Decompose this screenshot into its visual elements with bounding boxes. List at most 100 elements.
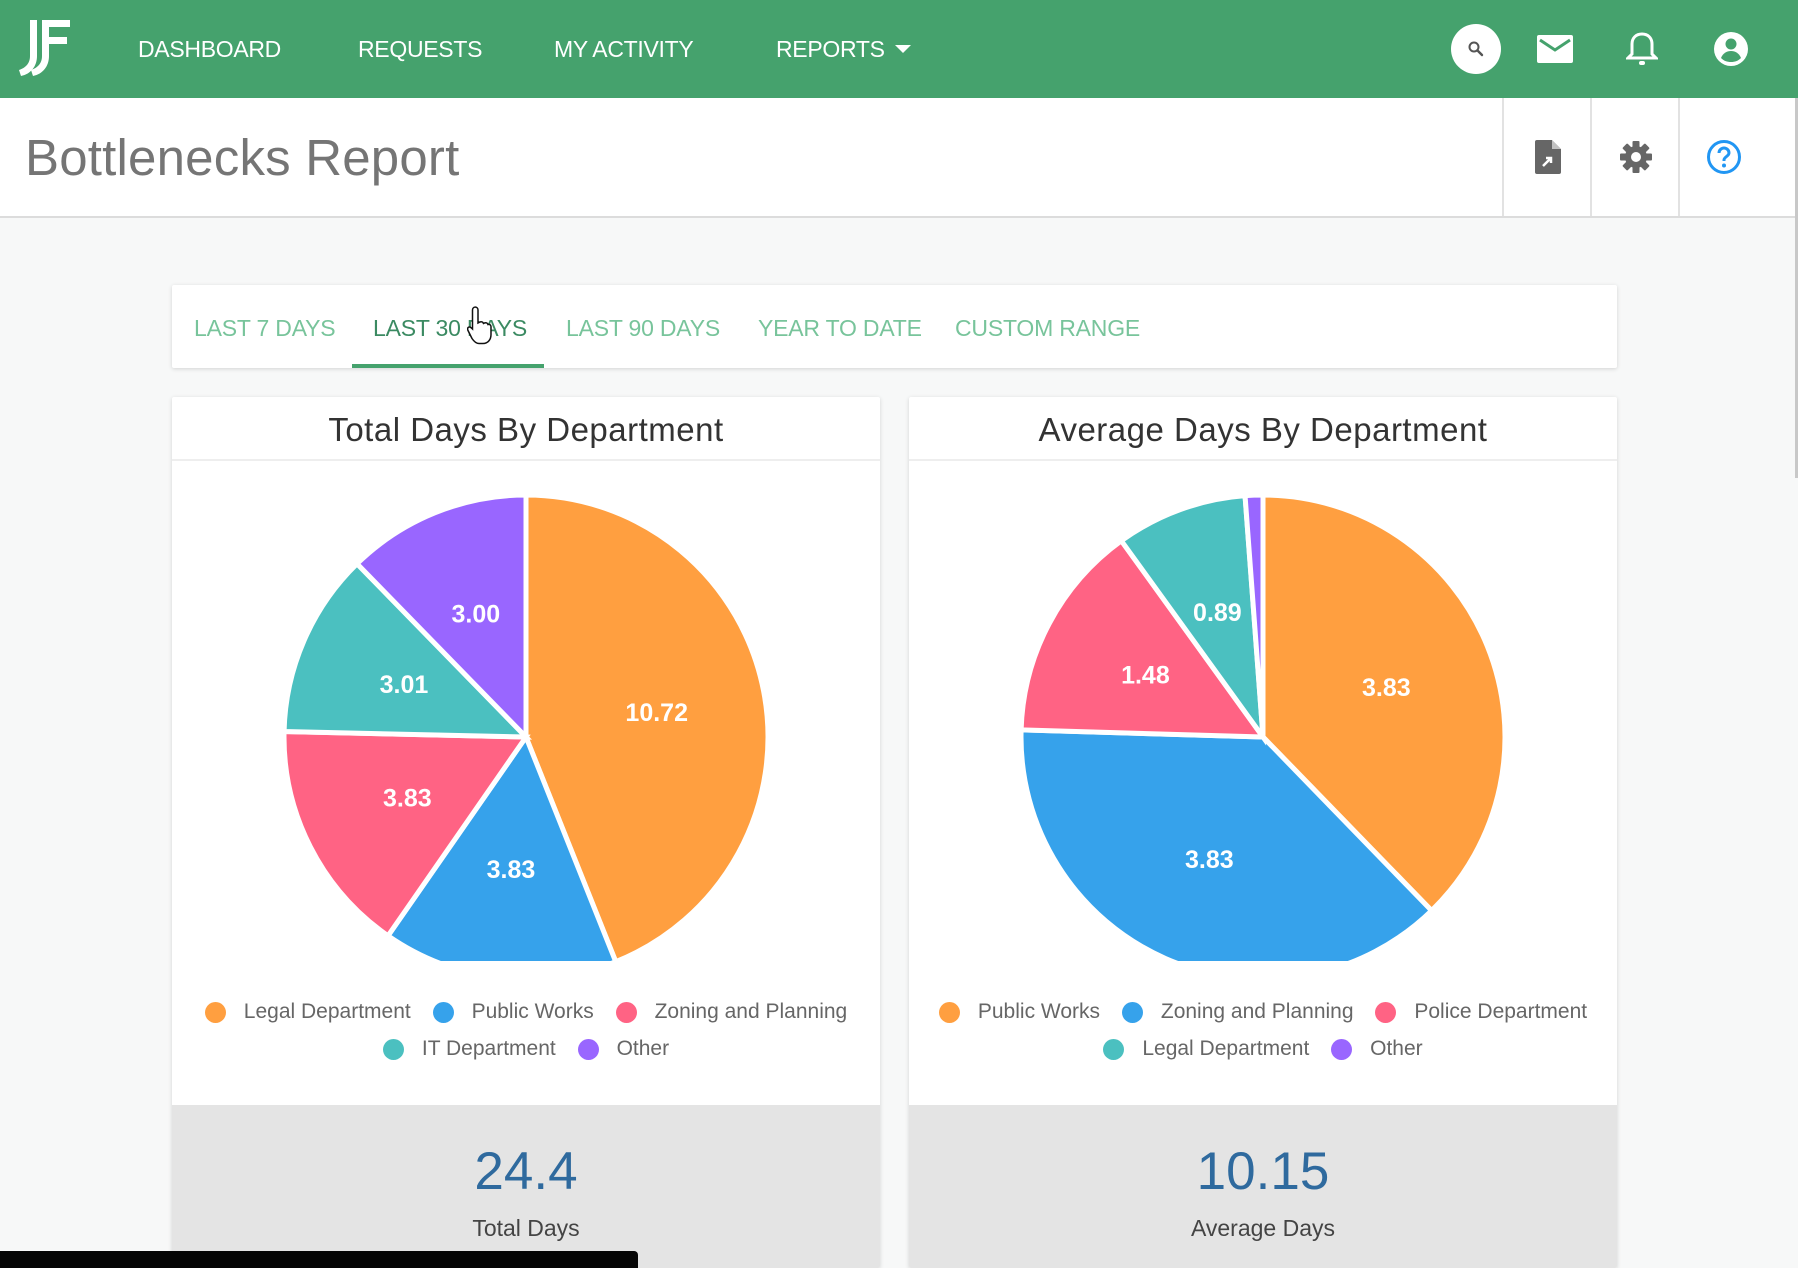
chart-title: Total Days By Department (328, 411, 724, 448)
pie-data-label: 3.83 (383, 784, 432, 812)
nav-dashboard[interactable]: DASHBOARD (138, 36, 281, 62)
legend-label: Other (616, 1037, 670, 1060)
settings-button[interactable] (1590, 98, 1679, 216)
legend-label: Public Works (977, 1000, 1101, 1023)
page-header: Bottlenecks Report (0, 98, 1795, 218)
legend-label: Legal Department (243, 1000, 411, 1023)
tab-last-7-days[interactable]: LAST 7 DAYS (194, 315, 336, 341)
pie-slice-it-department[interactable] (281, 560, 533, 740)
jf-logo[interactable] (14, 16, 76, 80)
legend-item[interactable]: Legal Department (204, 1000, 411, 1024)
nav-reports[interactable]: REPORTS (776, 36, 911, 63)
legend-item[interactable]: Police Department (1375, 1000, 1587, 1024)
export-file-icon (1534, 140, 1561, 174)
top-nav-bar: DASHBOARD REQUESTS MY ACTIVITY REPORTS (0, 0, 1798, 98)
date-range-tabs: LAST 7 DAYS LAST 30 DAYS LAST 90 DAYS YE… (172, 285, 1617, 368)
average-days-pie-chart: 3.83 3.83 1.48 0.89 (1018, 492, 1508, 961)
legend-item[interactable]: Legal Department (1103, 1037, 1309, 1061)
legend-label: Police Department (1414, 1000, 1588, 1023)
pie-data-label: 3.83 (1362, 674, 1411, 702)
help-icon (1706, 140, 1741, 174)
legend-label: Legal Department (1142, 1037, 1310, 1060)
tab-last-90-days[interactable]: LAST 90 DAYS (566, 315, 720, 341)
legend-item[interactable]: Other (577, 1037, 670, 1061)
help-button[interactable] (1678, 98, 1767, 216)
tab-custom-range[interactable]: CUSTOM RANGE (955, 315, 1141, 341)
account-button[interactable] (1706, 24, 1756, 74)
pie-data-label: 3.83 (487, 856, 536, 884)
mail-icon (1537, 35, 1573, 63)
legend-label: Public Works (471, 1000, 594, 1023)
total-days-value: 24.4 (474, 1142, 578, 1201)
nav-reports-label: REPORTS (776, 36, 885, 62)
total-days-card: Total Days By Department 10.72 3.83 3.83 3.… (172, 397, 880, 1268)
pie-slice-public-works[interactable] (1260, 492, 1508, 915)
nav-my-activity[interactable]: MY ACTIVITY (554, 36, 694, 62)
legend-label: IT Department (421, 1037, 556, 1060)
pie-slice-police-department[interactable] (1018, 537, 1268, 740)
search-button[interactable] (1451, 24, 1501, 74)
legend-item[interactable]: Zoning and Planning (615, 1000, 848, 1024)
legend-dot (432, 1001, 454, 1023)
tab-year-to-date[interactable]: YEAR TO DATE (758, 315, 922, 341)
pie-slice-legal-department[interactable] (523, 492, 771, 961)
legend-label: Zoning and Planning (654, 1000, 848, 1023)
legend-dot (204, 1001, 226, 1023)
pie-data-label: 3.00 (452, 601, 501, 629)
legend-dot (1103, 1038, 1125, 1060)
page-scrollbar[interactable] (1795, 98, 1798, 478)
average-days-label: Average Days (1190, 1215, 1336, 1241)
pie-slice-zoning-and-planning[interactable] (281, 728, 531, 940)
legend-item[interactable]: Public Works (432, 1000, 594, 1024)
page-title: Bottlenecks Report (25, 129, 460, 186)
total-days-label: Total Days (472, 1215, 580, 1241)
legend-item[interactable]: Other (1331, 1037, 1423, 1061)
pie-slice-public-works[interactable] (384, 731, 619, 961)
summary-footer: 24.4 Total Days (172, 1105, 880, 1268)
caret-down-icon (894, 44, 911, 53)
legend-dot (382, 1038, 404, 1060)
average-days-value: 10.15 (1196, 1142, 1330, 1201)
pie-slice-other[interactable] (1242, 492, 1266, 738)
pie-slice-zoning-and-planning[interactable] (1018, 727, 1436, 961)
chart-legend-row-1: Public Works Zoning and Planning Police … (909, 1000, 1617, 1029)
search-icon (1468, 41, 1484, 57)
pie-data-label: 1.48 (1121, 662, 1170, 690)
chart-title: Average Days By Department (1038, 411, 1488, 448)
legend-dot (577, 1038, 599, 1060)
summary-footer: 10.15 Average Days (909, 1105, 1617, 1268)
bell-icon (1626, 32, 1658, 65)
chart-legend-row-1: Legal Department Public Works Zoning and… (172, 1000, 880, 1029)
legend-dot (615, 1001, 637, 1023)
pie-data-label: 3.01 (380, 671, 429, 699)
legend-dot (938, 1001, 960, 1023)
pie-slice-legal-department[interactable] (1117, 492, 1267, 746)
legend-item[interactable]: Public Works (938, 1000, 1101, 1024)
divider (172, 459, 880, 461)
legend-label: Zoning and Planning (1160, 1000, 1354, 1023)
pie-slice-other[interactable] (353, 492, 529, 744)
legend-dot (1121, 1001, 1143, 1023)
browser-status-bar (0, 1251, 638, 1268)
legend-dot (1331, 1038, 1353, 1060)
pie-data-label: 10.72 (625, 699, 688, 727)
chart-legend-row-2: Legal Department Other (909, 1037, 1617, 1066)
active-tab-indicator (352, 364, 544, 368)
gear-icon (1619, 141, 1652, 173)
nav-requests[interactable]: REQUESTS (358, 36, 483, 62)
legend-dot (1375, 1001, 1397, 1023)
pie-data-label: 3.83 (1185, 846, 1234, 874)
mail-button[interactable] (1530, 24, 1580, 74)
pie-data-label: 0.89 (1193, 599, 1242, 627)
notifications-button[interactable] (1617, 24, 1667, 74)
chart-legend-row-2: IT Department Other (172, 1037, 880, 1066)
legend-item[interactable]: IT Department (382, 1037, 556, 1061)
export-button[interactable] (1502, 98, 1591, 216)
account-icon (1714, 32, 1748, 66)
divider (909, 459, 1617, 461)
average-days-card: Average Days By Department 3.83 3.83 1.48 0… (909, 397, 1617, 1268)
legend-label: Other (1370, 1037, 1423, 1060)
total-days-pie-chart: 10.72 3.83 3.83 3.01 3.00 (281, 492, 771, 961)
legend-item[interactable]: Zoning and Planning (1121, 1000, 1354, 1024)
tab-last-30-days[interactable]: LAST 30 DAYS (373, 315, 527, 341)
